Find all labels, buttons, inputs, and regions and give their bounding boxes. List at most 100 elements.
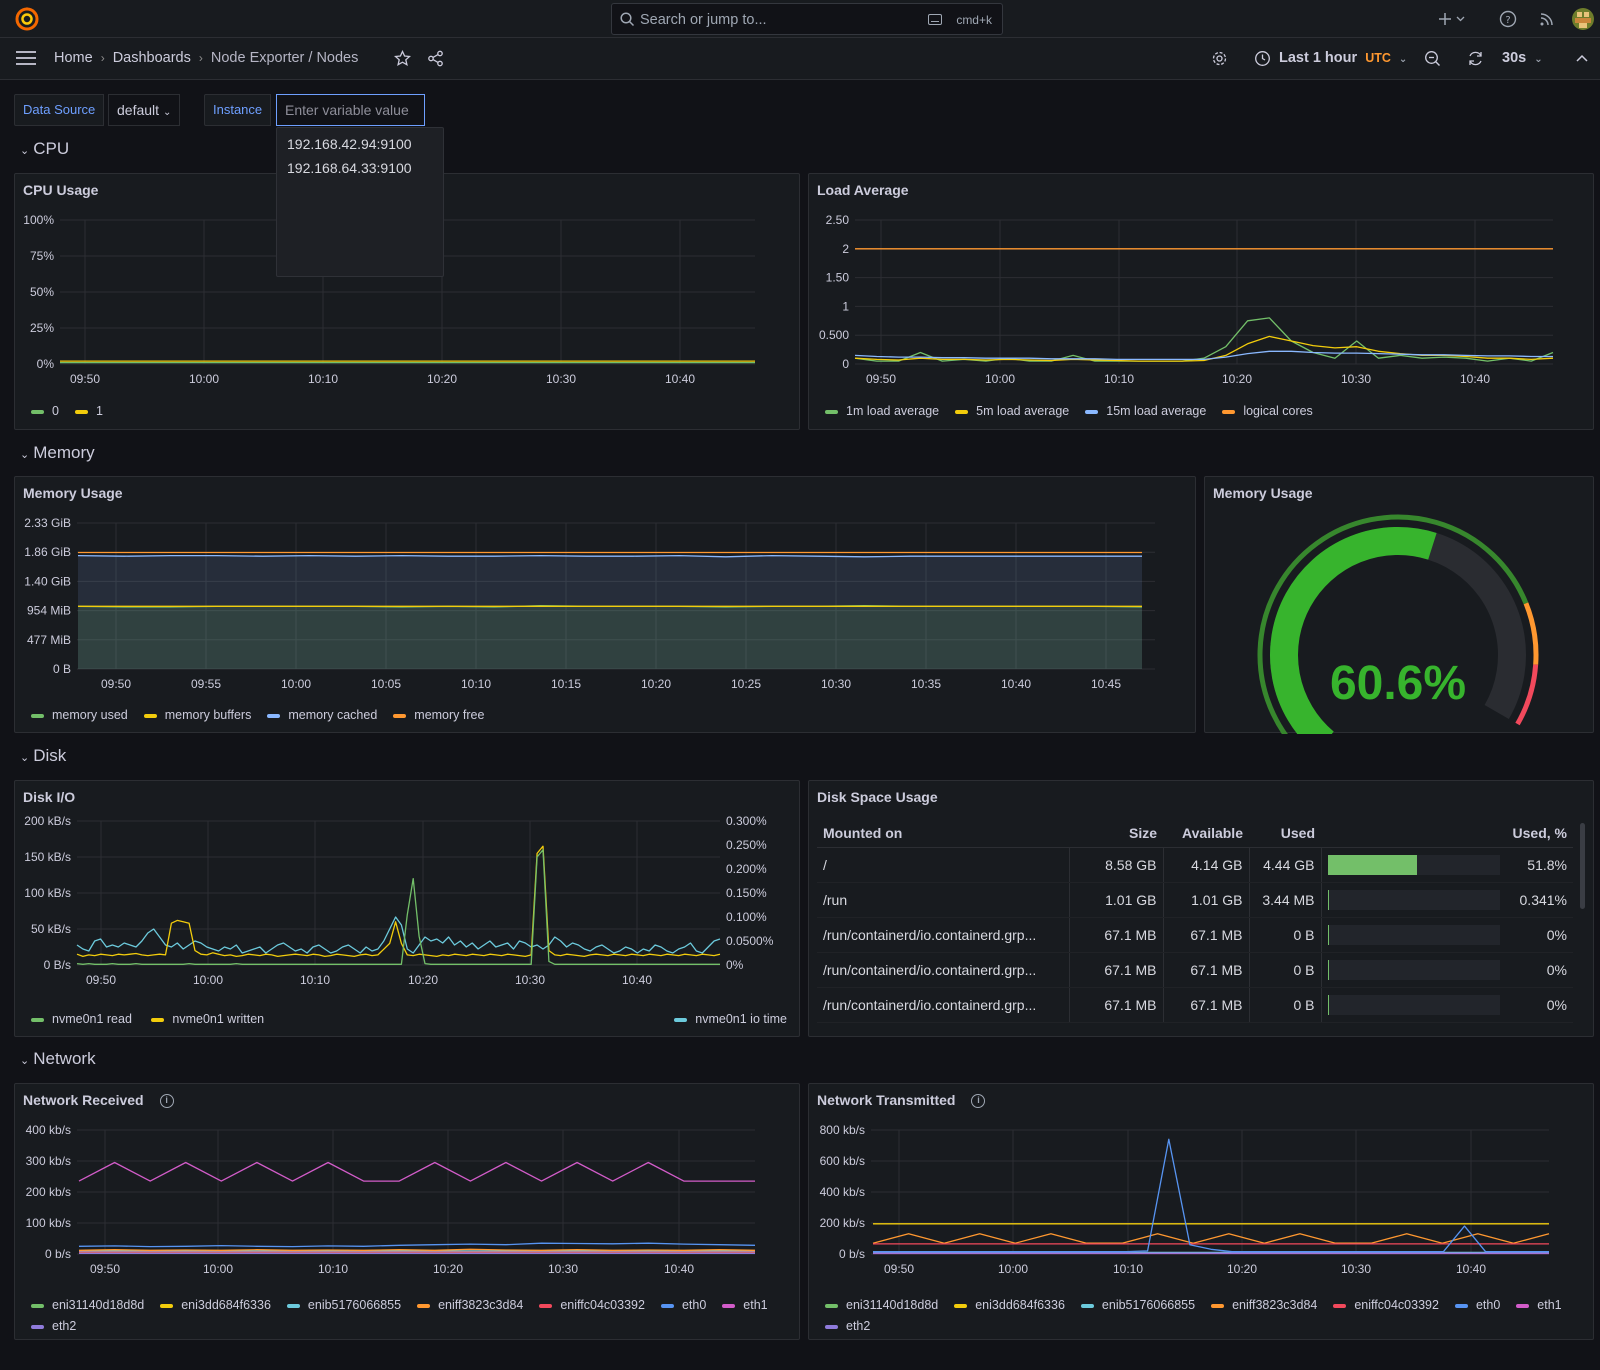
usage-bar-fill (1327, 959, 1329, 980)
legend-item[interactable]: nvme0n1 read (31, 1012, 132, 1026)
legend-item[interactable]: nvme0n1 io time (674, 1012, 787, 1026)
instance-input[interactable]: Enter variable value (276, 94, 425, 126)
network-transmitted-chart: 800 kb/s 600 kb/s 400 kb/s 200 kb/s 0 b/s 09:… (820, 1123, 1550, 1276)
info-icon[interactable]: i (159, 1094, 174, 1109)
legend-item[interactable]: 0 (31, 404, 59, 418)
legend-item[interactable]: eth0 (1454, 1295, 1500, 1316)
info-icon[interactable]: i (971, 1094, 986, 1109)
table-row[interactable]: /8.58 GB 4.14 GB 4.44 GB 51.8% (817, 847, 1573, 883)
refresh-interval-picker[interactable]: 30s ⌄ (1502, 50, 1543, 66)
breadcrumb-home[interactable]: Home (54, 50, 93, 66)
legend-item[interactable]: enib5176066855 (286, 1295, 401, 1316)
x-tick-label: 10:20 (427, 372, 457, 386)
column-header[interactable]: Available (1163, 819, 1249, 848)
legend-item[interactable]: eniff3823c3d84 (417, 1295, 523, 1316)
instance-option[interactable]: 192.168.42.94:9100 (287, 136, 412, 152)
size-cell: 67.1 MB (1069, 917, 1164, 953)
clock-icon[interactable] (1254, 50, 1271, 67)
table-row[interactable]: /run/containerd/io.containerd.grp... 67.1… (817, 952, 1573, 988)
legend-swatch (160, 1303, 174, 1308)
legend-item[interactable]: eth0 (660, 1295, 706, 1316)
chevron-up-icon[interactable] (1575, 53, 1589, 63)
row-memory[interactable]: ⌄ Memory (20, 443, 95, 463)
legend-swatch (151, 1017, 165, 1022)
legend-label: 1m load average (846, 404, 940, 418)
legend-swatch (31, 713, 44, 718)
legend-item[interactable]: eniff3823c3d84 (1211, 1295, 1317, 1316)
legend-item[interactable]: 5m load average (955, 404, 1069, 418)
panel-network-received[interactable]: Network Received i 400 kb/s 300 kb/s 200 kb… (14, 1083, 800, 1340)
datasource-select[interactable]: default ⌄ (108, 94, 181, 126)
share-icon[interactable] (427, 50, 444, 67)
y-tick-label: 800 kb/s (820, 1123, 865, 1137)
legend-item[interactable]: logical cores (1222, 404, 1313, 418)
column-header[interactable]: Mounted on (817, 819, 1069, 848)
panel-disk-io[interactable]: Disk I/O 200 kB/s 150 kB/s 100 kB/s 50 kB/s… (14, 780, 800, 1037)
top-bar: Search or jump to... cmd+k ? (0, 0, 1600, 38)
row-disk[interactable]: ⌄ Disk (20, 746, 66, 766)
gear-icon[interactable] (1211, 50, 1228, 67)
y-right-tick-label: 0.300% (726, 814, 767, 828)
legend-item[interactable]: eni3dd684f6336 (160, 1295, 271, 1316)
panel-network-transmitted[interactable]: Network Transmitted i 800 kb/s 600 kb/s 400… (808, 1083, 1594, 1340)
legend-item[interactable]: eni3dd684f6336 (954, 1295, 1065, 1316)
row-cpu[interactable]: ⌄ CPU (20, 139, 69, 159)
legend-item[interactable]: eth2 (31, 1316, 76, 1337)
instance-option[interactable]: 192.168.64.33:9100 (287, 160, 412, 176)
news-feed-icon[interactable] (1538, 10, 1556, 28)
refresh-icon[interactable] (1467, 50, 1484, 67)
legend-item[interactable]: eniffc04c03392 (539, 1295, 645, 1316)
usage-bar (1327, 924, 1500, 945)
x-tick-label: 10:00 (203, 1262, 233, 1276)
legend-item[interactable]: eni31140d18d8d (825, 1295, 938, 1316)
legend-item[interactable]: enib5176066855 (1080, 1295, 1195, 1316)
user-avatar-icon[interactable] (1572, 8, 1594, 30)
table-row[interactable]: /run 1.01 GB 1.01 GB 3.44 MB 0.341% (817, 882, 1573, 918)
legend-item[interactable]: eni31140d18d8d (31, 1295, 144, 1316)
legend-item[interactable]: memory used (31, 708, 128, 722)
legend-item[interactable]: eniffc04c03392 (1333, 1295, 1439, 1316)
legend-item[interactable]: 15m load average (1085, 404, 1206, 418)
legend-item[interactable]: 1 (74, 404, 103, 418)
legend-swatch (143, 713, 157, 718)
legend-item[interactable]: memory buffers (143, 708, 251, 722)
legend-item[interactable]: 1m load average (825, 404, 939, 418)
usage-bar-fill (1327, 924, 1329, 945)
legend-item[interactable]: nvme0n1 written (151, 1012, 264, 1026)
legend-item[interactable]: eth1 (722, 1295, 768, 1316)
table-row[interactable]: /run/containerd/io.containerd.grp... 67.1… (817, 917, 1573, 953)
used-pct-cell: 0% (1321, 953, 1573, 988)
panel-load-average[interactable]: Load Average 2.50 2 1.50 1 0.500 0 09:50 10:00 1… (808, 173, 1594, 430)
legend-item[interactable]: memory cached (267, 708, 377, 722)
legend-item[interactable]: eth1 (1516, 1295, 1562, 1316)
legend-swatch (31, 1303, 44, 1308)
add-new-icon[interactable] (1438, 10, 1468, 28)
y-tick-label: 50 kB/s (31, 922, 71, 936)
row-network[interactable]: ⌄ Network (20, 1049, 96, 1069)
column-header[interactable]: Used (1249, 819, 1321, 848)
help-icon[interactable]: ? (1499, 10, 1517, 28)
legend-item[interactable]: memory free (393, 708, 484, 722)
series-line (854, 350, 1553, 361)
grafana-logo-icon[interactable] (14, 6, 40, 32)
panel-memory-usage-timeseries[interactable]: Memory Usage 2.33 GiB 1.86 GiB 1.40 GiB 954… (14, 476, 1196, 733)
search-input[interactable]: Search or jump to... cmd+k (611, 3, 1003, 35)
breadcrumb-dashboards[interactable]: Dashboards (112, 50, 191, 66)
series-line (873, 1138, 1549, 1253)
zoom-out-icon[interactable] (1424, 50, 1441, 67)
y-tick-label: 477 MiB (27, 633, 71, 647)
panel-memory-usage-gauge[interactable]: Memory Usage 60.6% (1204, 476, 1594, 734)
table-scrollbar[interactable] (1580, 823, 1585, 909)
legend-item[interactable]: eth2 (825, 1316, 870, 1337)
table-header-row: Mounted on Size Available Used Used, % (817, 819, 1573, 848)
legend-swatch (674, 1017, 688, 1022)
column-header[interactable]: Used, % (1321, 819, 1573, 848)
table-row[interactable]: /run/containerd/io.containerd.grp... 67.1… (817, 987, 1573, 1023)
menu-icon[interactable] (16, 50, 36, 66)
panel-disk-space-usage[interactable]: Disk Space Usage Mounted on Size Availab… (808, 780, 1594, 1037)
column-header[interactable]: Size (1069, 819, 1163, 848)
star-icon[interactable] (394, 50, 411, 67)
x-tick-label: 10:20 (408, 973, 438, 987)
time-range-picker[interactable]: Last 1 hour UTC ⌄ (1279, 50, 1407, 66)
used-pct-label: 0% (1546, 961, 1567, 978)
